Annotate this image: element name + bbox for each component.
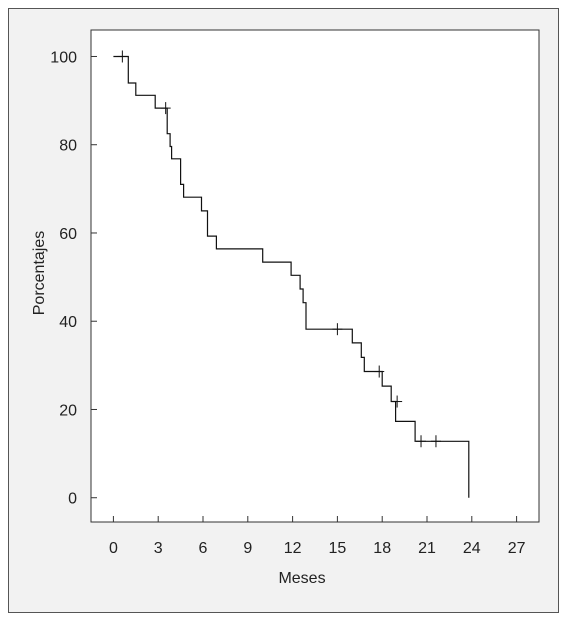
y-axis-title: Porcentajes: [31, 231, 48, 316]
x-tick-label: 27: [508, 540, 526, 557]
x-axis: 0 3 6 9 12 15 18 21 24 27: [109, 516, 526, 557]
y-tick-label: 100: [50, 49, 77, 66]
x-tick-label: 6: [199, 540, 208, 557]
x-tick-label: 15: [329, 540, 347, 557]
x-tick-label: 24: [463, 540, 481, 557]
y-tick-label: 60: [59, 226, 77, 243]
x-axis-title: Meses: [278, 570, 325, 587]
x-tick-label: 18: [373, 540, 391, 557]
x-tick-label: 0: [109, 540, 118, 557]
y-tick-label: 20: [59, 402, 77, 419]
y-axis: 0 20 40 60 80 100: [50, 49, 97, 508]
survival-curve: [113, 55, 470, 498]
y-tick-label: 80: [59, 138, 77, 155]
x-tick-label: 9: [243, 540, 252, 557]
x-tick-label: 21: [418, 540, 436, 557]
censor-marks: [117, 50, 441, 448]
y-tick-label: 0: [68, 491, 77, 508]
x-tick-label: 12: [284, 540, 302, 557]
y-tick-label: 40: [59, 314, 77, 331]
plot-area: [90, 29, 540, 523]
x-tick-label: 3: [154, 540, 163, 557]
